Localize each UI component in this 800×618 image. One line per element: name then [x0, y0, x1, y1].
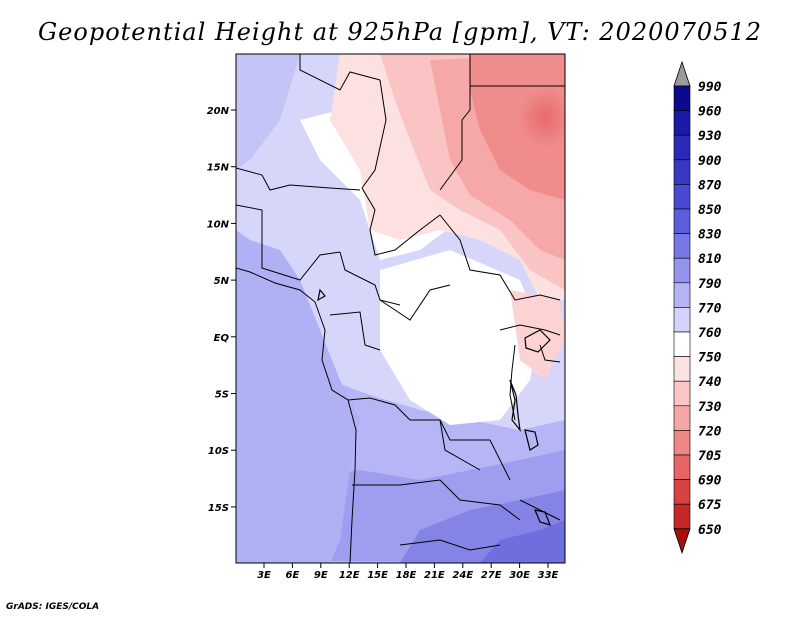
colorbar-label: 740: [698, 375, 722, 390]
colorbar-label: 810: [698, 252, 722, 267]
colorbar-swatch: [673, 282, 691, 308]
colorbar-swatch: [673, 503, 691, 530]
colorbar-label: 770: [698, 301, 722, 316]
lat-tick-label: 15S: [208, 503, 229, 514]
lon-tick-label: 27E: [481, 570, 502, 581]
map-frame: [235, 53, 566, 564]
colorbar-swatch: [673, 159, 691, 185]
map-title: Geopotential Height at 925hPa [gpm], VT:…: [38, 18, 762, 46]
lat-tick-label: 10N: [207, 219, 230, 230]
colorbar-swatch: [673, 184, 691, 210]
lon-tick-label: 6E: [286, 570, 300, 581]
lat-tick-label: 5S: [215, 390, 229, 401]
colorbar-swatch: [673, 356, 691, 382]
colorbar-swatch: [673, 257, 691, 284]
colorbar-swatch: [673, 85, 691, 111]
lon-tick-label: 30E: [509, 570, 530, 581]
colorbar-label: 830: [698, 228, 722, 243]
lat-tick-label: 15N: [207, 163, 230, 174]
colorbar-label: 750: [698, 351, 722, 366]
colorbar-swatch: [673, 479, 691, 505]
colorbar-label: 900: [698, 154, 722, 169]
colorbar-swatch: [673, 380, 691, 407]
lakes: [317, 288, 551, 526]
colorbar-swatch: [673, 208, 691, 234]
colorbar-label: 730: [698, 400, 722, 415]
latitude-axis: 20N 15N 10N 5N EQ 5S 10S 15S: [207, 106, 236, 514]
colorbar-label: 690: [698, 474, 722, 489]
colorbar-label: 850: [698, 203, 722, 218]
lon-tick-label: 3E: [257, 570, 271, 581]
colorbar-label: 705: [698, 449, 722, 464]
colorbar-swatch: [673, 233, 691, 259]
lat-tick-label: 20N: [207, 106, 230, 117]
colorbar-swatch: [673, 454, 691, 480]
lat-tick-label: 5N: [214, 276, 230, 287]
colorbar-label: 870: [698, 178, 722, 193]
lon-tick-label: 21E: [424, 570, 445, 581]
colorbar-swatch: [673, 134, 691, 161]
colorbar-label: 930: [698, 129, 722, 144]
colorbar-label: 760: [698, 326, 722, 341]
colorbar-label: 675: [698, 498, 722, 513]
colorbar-swatch: [673, 110, 691, 136]
colorbar-bottom-arrow: [673, 528, 691, 555]
colorbar-label: 990: [698, 80, 722, 95]
lat-tick-label: 10S: [208, 446, 229, 457]
colorbar-swatch: [673, 405, 691, 431]
colorbar-swatch: [673, 331, 691, 357]
colorbar-top-arrow: [673, 60, 691, 87]
lon-tick-label: 15E: [367, 570, 388, 581]
colorbar-label: 960: [698, 105, 722, 120]
colorbar-label: 790: [698, 277, 722, 292]
colorbar-label: 720: [698, 424, 722, 439]
longitude-axis: 3E 6E 9E 12E 15E 18E 21E 24E 27E 30E 33E: [257, 563, 559, 581]
lon-tick-label: 12E: [339, 570, 360, 581]
height-field: [236, 54, 565, 563]
lon-tick-label: 24E: [452, 570, 473, 581]
lon-tick-label: 9E: [314, 570, 328, 581]
colorbar: 990 960 930 900 870 850 830 810 790 770 760 750 740 7…: [673, 60, 722, 555]
lon-tick-label: 18E: [396, 570, 417, 581]
country-borders: [236, 54, 565, 563]
lon-tick-label: 33E: [538, 570, 559, 581]
colorbar-swatch: [673, 307, 691, 333]
colorbar-swatch: [673, 430, 691, 456]
colorbar-label: 650: [698, 523, 722, 538]
grads-credit: GrADS: IGES/COLA: [6, 602, 100, 612]
lat-tick-label: EQ: [214, 333, 230, 344]
